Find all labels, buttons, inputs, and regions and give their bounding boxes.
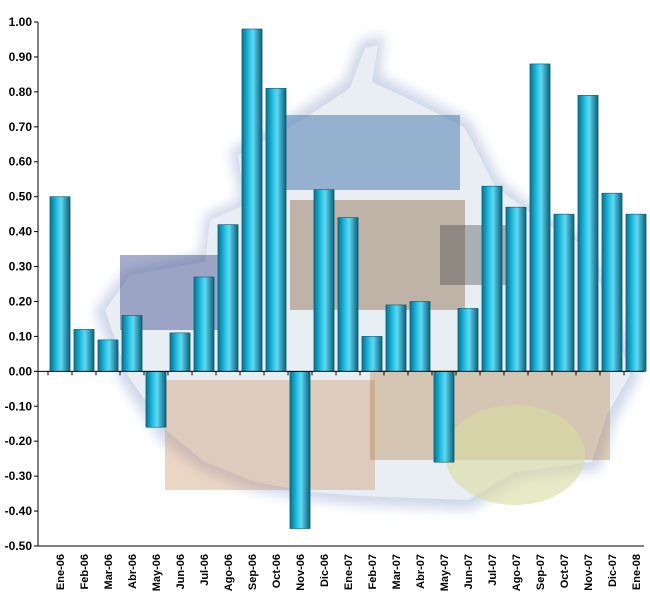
x-tick-label: Ene-08 bbox=[631, 554, 643, 590]
x-tick-label: Ago-07 bbox=[511, 554, 523, 591]
y-axis: 1.00 0.90 0.80 0.70 0.60 0.50 0.40 0.30 0.20 0.10… bbox=[5, 15, 39, 553]
bar-oct-06 bbox=[265, 88, 287, 372]
bar-ago-07 bbox=[505, 206, 527, 372]
bar-jun-06 bbox=[169, 332, 191, 372]
x-tick-label: Feb-06 bbox=[79, 554, 91, 589]
y-tick-label: -0.10 bbox=[5, 399, 33, 413]
x-tick-label: May-06 bbox=[151, 554, 163, 591]
x-tick-label: Nov-06 bbox=[295, 554, 307, 591]
bar-jul-07 bbox=[481, 185, 503, 372]
y-tick-label: 0.50 bbox=[9, 190, 33, 204]
x-tick-label: Abr-07 bbox=[415, 554, 427, 589]
bar-mar-07 bbox=[385, 304, 407, 372]
bar-feb-07 bbox=[361, 336, 383, 372]
bar-sep-07 bbox=[529, 63, 551, 372]
bar-ene-08 bbox=[625, 213, 647, 372]
x-tick-label: Mar-06 bbox=[103, 554, 115, 589]
apple-icon bbox=[445, 405, 585, 505]
y-tick-label: 0.10 bbox=[9, 329, 33, 343]
bar-ene-06 bbox=[49, 196, 71, 372]
x-tick-label: Ene-06 bbox=[55, 554, 67, 590]
map-silhouette bbox=[105, 45, 630, 500]
y-tick-label: -0.20 bbox=[5, 434, 33, 448]
y-tick-label: 0.00 bbox=[9, 364, 33, 378]
bar-mar-06 bbox=[97, 339, 119, 372]
x-tick-label: Jul-07 bbox=[487, 554, 499, 586]
bar-may-07 bbox=[433, 371, 455, 463]
y-tick-label: -0.50 bbox=[5, 539, 33, 553]
x-tick-label: May-07 bbox=[439, 554, 451, 591]
bar-nov-07 bbox=[577, 95, 599, 372]
x-tick-label: Jul-06 bbox=[199, 554, 211, 586]
x-tick-label: Jun-06 bbox=[175, 554, 187, 589]
y-tick-label: -0.30 bbox=[5, 469, 33, 483]
x-tick-label: Abr-06 bbox=[127, 554, 139, 589]
bar-may-06 bbox=[145, 371, 167, 428]
x-tick-label: Oct-06 bbox=[271, 554, 283, 588]
bar-abr-07 bbox=[409, 301, 431, 372]
x-tick-label: Ago-06 bbox=[223, 554, 235, 591]
background-map-image bbox=[95, 35, 640, 510]
bar-dic-07 bbox=[601, 192, 623, 372]
y-tick-label: 0.30 bbox=[9, 260, 33, 274]
y-tick-label: 0.40 bbox=[9, 225, 33, 239]
bar-nov-06 bbox=[289, 371, 311, 529]
x-tick-label: Oct-07 bbox=[559, 554, 571, 588]
bar-oct-07 bbox=[553, 213, 575, 372]
bars-group bbox=[49, 28, 647, 529]
x-axis: Ene-06 Feb-06 Mar-06 Abr-06 May-06 Jun-06 Jul-… bbox=[38, 370, 644, 591]
y-tick-label: -0.40 bbox=[5, 504, 33, 518]
bar-jul-06 bbox=[193, 276, 215, 372]
bar-ago-06 bbox=[217, 224, 239, 372]
y-tick-label: 1.00 bbox=[9, 15, 33, 29]
y-tick-label: 0.80 bbox=[9, 85, 33, 99]
x-tick-label: Jun-07 bbox=[463, 554, 475, 589]
x-tick-label: Ene-07 bbox=[343, 554, 355, 590]
y-tick-label: 0.20 bbox=[9, 294, 33, 308]
bar-dic-06 bbox=[313, 189, 335, 372]
bar-ene-07 bbox=[337, 217, 359, 372]
x-tick-label: Dic-07 bbox=[607, 554, 619, 587]
y-tick-label: 0.90 bbox=[9, 50, 33, 64]
bar-feb-06 bbox=[73, 329, 95, 372]
y-tick-label: 0.70 bbox=[9, 120, 33, 134]
bar-jun-07 bbox=[457, 308, 479, 372]
bar-abr-06 bbox=[121, 315, 143, 372]
x-tick-label: Dic-06 bbox=[319, 554, 331, 587]
pencils-photo bbox=[165, 380, 375, 490]
y-tick-label: 0.60 bbox=[9, 155, 33, 169]
x-tick-label: Sep-06 bbox=[247, 554, 259, 590]
x-tick-label: Nov-07 bbox=[583, 554, 595, 591]
bar-sep-06 bbox=[241, 28, 263, 372]
bottles-photo bbox=[285, 115, 460, 190]
x-tick-label: Sep-07 bbox=[535, 554, 547, 590]
x-tick-label: Mar-07 bbox=[391, 554, 403, 589]
x-tick-label: Feb-07 bbox=[367, 554, 379, 589]
